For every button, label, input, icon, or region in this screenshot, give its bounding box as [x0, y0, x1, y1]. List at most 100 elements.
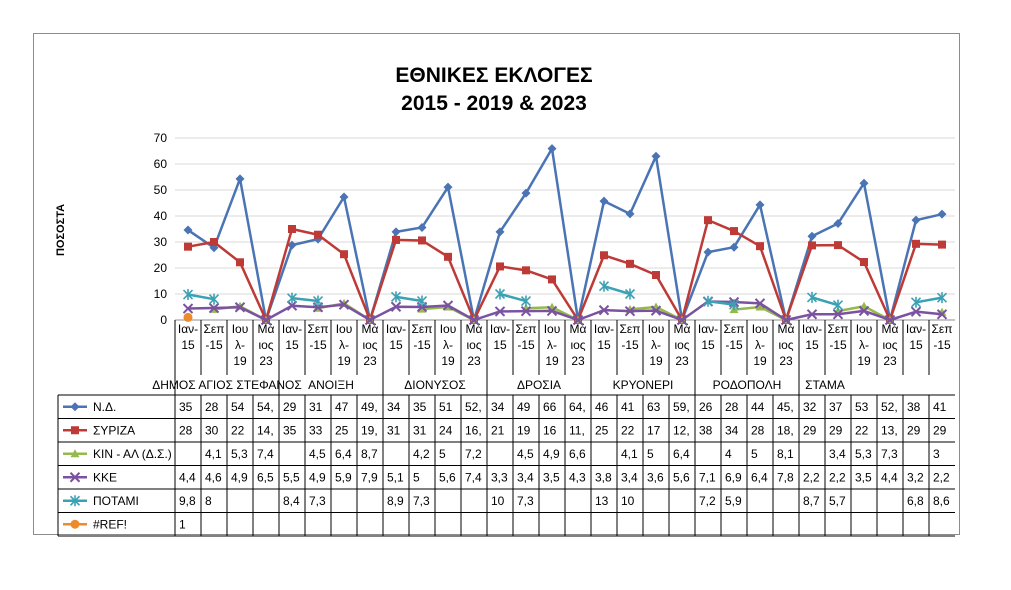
table-cell: 5,1	[387, 470, 404, 484]
period-label: Ιαν-	[282, 322, 302, 336]
data-point	[546, 305, 558, 317]
data-point	[496, 262, 504, 271]
legend-label: Ν.Δ.	[93, 400, 116, 414]
data-point	[780, 314, 792, 326]
data-point	[417, 222, 427, 232]
period-label: ιος	[362, 338, 377, 352]
data-point	[729, 242, 739, 252]
table-cell: 7,3	[309, 494, 326, 508]
period-label: Ιαν-	[698, 322, 718, 336]
table-cell: 7,3	[413, 494, 430, 508]
data-point	[418, 236, 426, 245]
table-cell: 7,8	[777, 470, 794, 484]
period-label: 23	[259, 354, 273, 368]
data-point	[392, 235, 400, 244]
table-cell: 3,6	[647, 470, 664, 484]
data-point	[210, 238, 218, 246]
period-label: Μά	[258, 322, 275, 336]
data-point	[756, 242, 764, 251]
table-cell: 41	[621, 400, 635, 414]
table-cell: 4,3	[569, 470, 586, 484]
table-cell: 5,9	[725, 494, 742, 508]
table-cell: 5,6	[673, 470, 690, 484]
data-point	[599, 196, 609, 206]
legend-label: ΣΥΡΙΖΑ	[93, 423, 135, 437]
table-cell: 10	[491, 494, 505, 508]
data-point	[444, 252, 452, 261]
data-point	[572, 314, 584, 326]
table-cell: 32	[803, 400, 817, 414]
table-cell: 4	[725, 447, 732, 461]
data-point	[235, 174, 245, 184]
period-label: Ιου	[336, 322, 353, 336]
period-label: 19	[649, 354, 663, 368]
data-point	[755, 302, 765, 311]
data-point	[208, 293, 220, 305]
table-cell: 29	[803, 423, 817, 437]
data-point	[520, 295, 532, 307]
y-tick-label: 50	[154, 183, 168, 197]
period-label: Σεπ	[931, 322, 952, 336]
period-label: -15	[413, 338, 431, 352]
table-cell: 52,	[465, 400, 482, 414]
table-cell: 34	[725, 423, 739, 437]
table-cell: 38	[699, 423, 713, 437]
table-cell: 5,3	[855, 447, 872, 461]
data-point	[833, 219, 843, 229]
period-label: Ιαν-	[594, 322, 614, 336]
data-point	[754, 298, 766, 309]
data-point	[832, 299, 844, 311]
table-cell: 30	[205, 423, 219, 437]
period-label: λ-	[755, 338, 765, 352]
legend-key-marker	[69, 472, 81, 483]
table-cell: 12,	[673, 423, 690, 437]
table-cell: 5	[413, 470, 420, 484]
table-cell: 63	[647, 400, 661, 414]
period-label: 19	[233, 354, 247, 368]
table-cell: 5,3	[231, 447, 248, 461]
period-label: Μά	[882, 322, 899, 336]
table-cell: 45,	[777, 400, 794, 414]
period-label: ιος	[674, 338, 689, 352]
data-point	[755, 200, 765, 210]
table-cell: 29	[933, 423, 947, 437]
period-label: 15	[597, 338, 611, 352]
data-point	[416, 295, 428, 307]
data-point	[598, 304, 610, 316]
data-point	[339, 192, 349, 202]
data-point	[208, 302, 220, 314]
table-cell: 4,6	[205, 470, 222, 484]
series-line	[187, 218, 943, 322]
table-cell: 16	[543, 423, 557, 437]
group-label: ΚΡΥΟΝΕΡΙ	[613, 378, 674, 392]
data-point	[494, 288, 506, 300]
table-cell: 3,2	[907, 470, 924, 484]
data-point	[652, 271, 660, 280]
table-cell: 16,	[465, 423, 482, 437]
table-cell: 22	[855, 423, 869, 437]
table-cell: 8,7	[803, 494, 820, 508]
data-point	[548, 275, 556, 284]
y-tick-label: 0	[160, 313, 167, 327]
data-point	[702, 295, 714, 307]
period-label: -15	[205, 338, 223, 352]
series-line	[499, 292, 527, 303]
period-label: 19	[441, 354, 455, 368]
table-cell: 6,6	[569, 447, 586, 461]
data-point	[340, 250, 348, 259]
data-point	[936, 292, 948, 304]
data-point	[234, 302, 246, 313]
data-point	[832, 309, 844, 320]
table-cell: 46	[595, 400, 609, 414]
table-cell: 53	[855, 400, 869, 414]
series-line	[811, 296, 839, 307]
data-point	[183, 312, 193, 322]
data-point	[910, 296, 922, 308]
table-cell: 52,	[881, 400, 898, 414]
series-4	[182, 280, 948, 311]
data-point	[859, 178, 869, 188]
group-label: ΔΡΟΣΙΑ	[517, 378, 561, 392]
data-point	[650, 305, 662, 316]
data-point	[260, 314, 272, 326]
data-point	[937, 209, 947, 219]
